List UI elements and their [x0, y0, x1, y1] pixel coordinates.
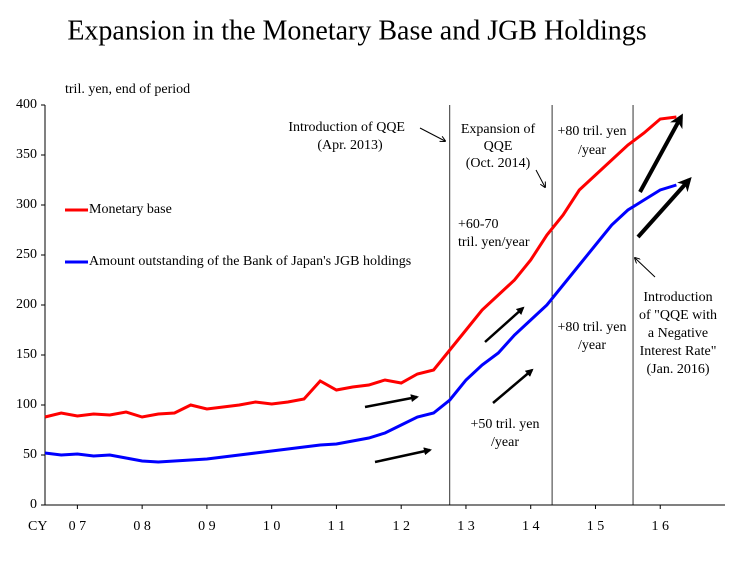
x-tick-label: 1 0 — [263, 519, 281, 534]
y-tick-label: 300 — [16, 197, 37, 212]
annotation: of "QQE with — [639, 308, 717, 323]
x-tick-label: 1 6 — [651, 519, 669, 534]
series-line — [44, 183, 677, 464]
y-tick-label: 350 — [16, 147, 37, 162]
pointer-arrows — [419, 127, 656, 278]
annotation: Introduction — [643, 290, 712, 305]
x-tick-label: 1 3 — [457, 519, 475, 534]
annotation: /year — [491, 435, 519, 450]
trend-arrows — [364, 113, 692, 464]
annotation: tril. yen/year — [458, 235, 530, 250]
annotation: /year — [578, 338, 606, 353]
annotation: (Jan. 2016) — [647, 362, 710, 377]
annotation: a Negative — [648, 326, 708, 341]
annotation: +80 tril. yen — [558, 320, 627, 335]
x-axis-prefix: CY — [28, 519, 47, 534]
y-tick-label: 250 — [16, 247, 37, 262]
annotation: +50 tril. yen — [471, 417, 540, 432]
legend-label: Monetary base — [89, 202, 172, 217]
annotation: +60-70 — [458, 217, 499, 232]
x-tick-label: 1 2 — [392, 519, 410, 534]
annotation: Introduction of QQE — [288, 120, 405, 135]
annotation: QQE — [484, 139, 513, 154]
chart-title: Expansion in the Monetary Base and JGB H… — [67, 15, 646, 46]
annotation: (Apr. 2013) — [317, 138, 383, 153]
legend-label: Amount outstanding of the Bank of Japan'… — [89, 254, 411, 269]
y-tick-label: 0 — [30, 497, 37, 512]
x-tick-label: 0 8 — [133, 519, 151, 534]
annotation: (Oct. 2014) — [466, 156, 531, 171]
y-tick-label: 150 — [16, 347, 37, 362]
x-tick-label: 1 1 — [328, 519, 346, 534]
y-tick-label: 200 — [16, 297, 37, 312]
x-tick-label: 0 7 — [69, 519, 87, 534]
annotation: +80 tril. yen — [558, 124, 627, 139]
annotation: /year — [578, 143, 606, 158]
x-tick-label: 1 4 — [522, 519, 540, 534]
x-tick-label: 1 5 — [587, 519, 605, 534]
y-tick-label: 100 — [16, 397, 37, 412]
y-tick-label: 400 — [16, 97, 37, 112]
annotation: Interest Rate" — [640, 344, 717, 359]
series-line — [44, 115, 677, 419]
annotation: Expansion of — [461, 122, 536, 137]
y-axis-label: tril. yen, end of period — [65, 82, 190, 97]
y-tick-label: 50 — [23, 447, 37, 462]
x-tick-label: 0 9 — [198, 519, 216, 534]
